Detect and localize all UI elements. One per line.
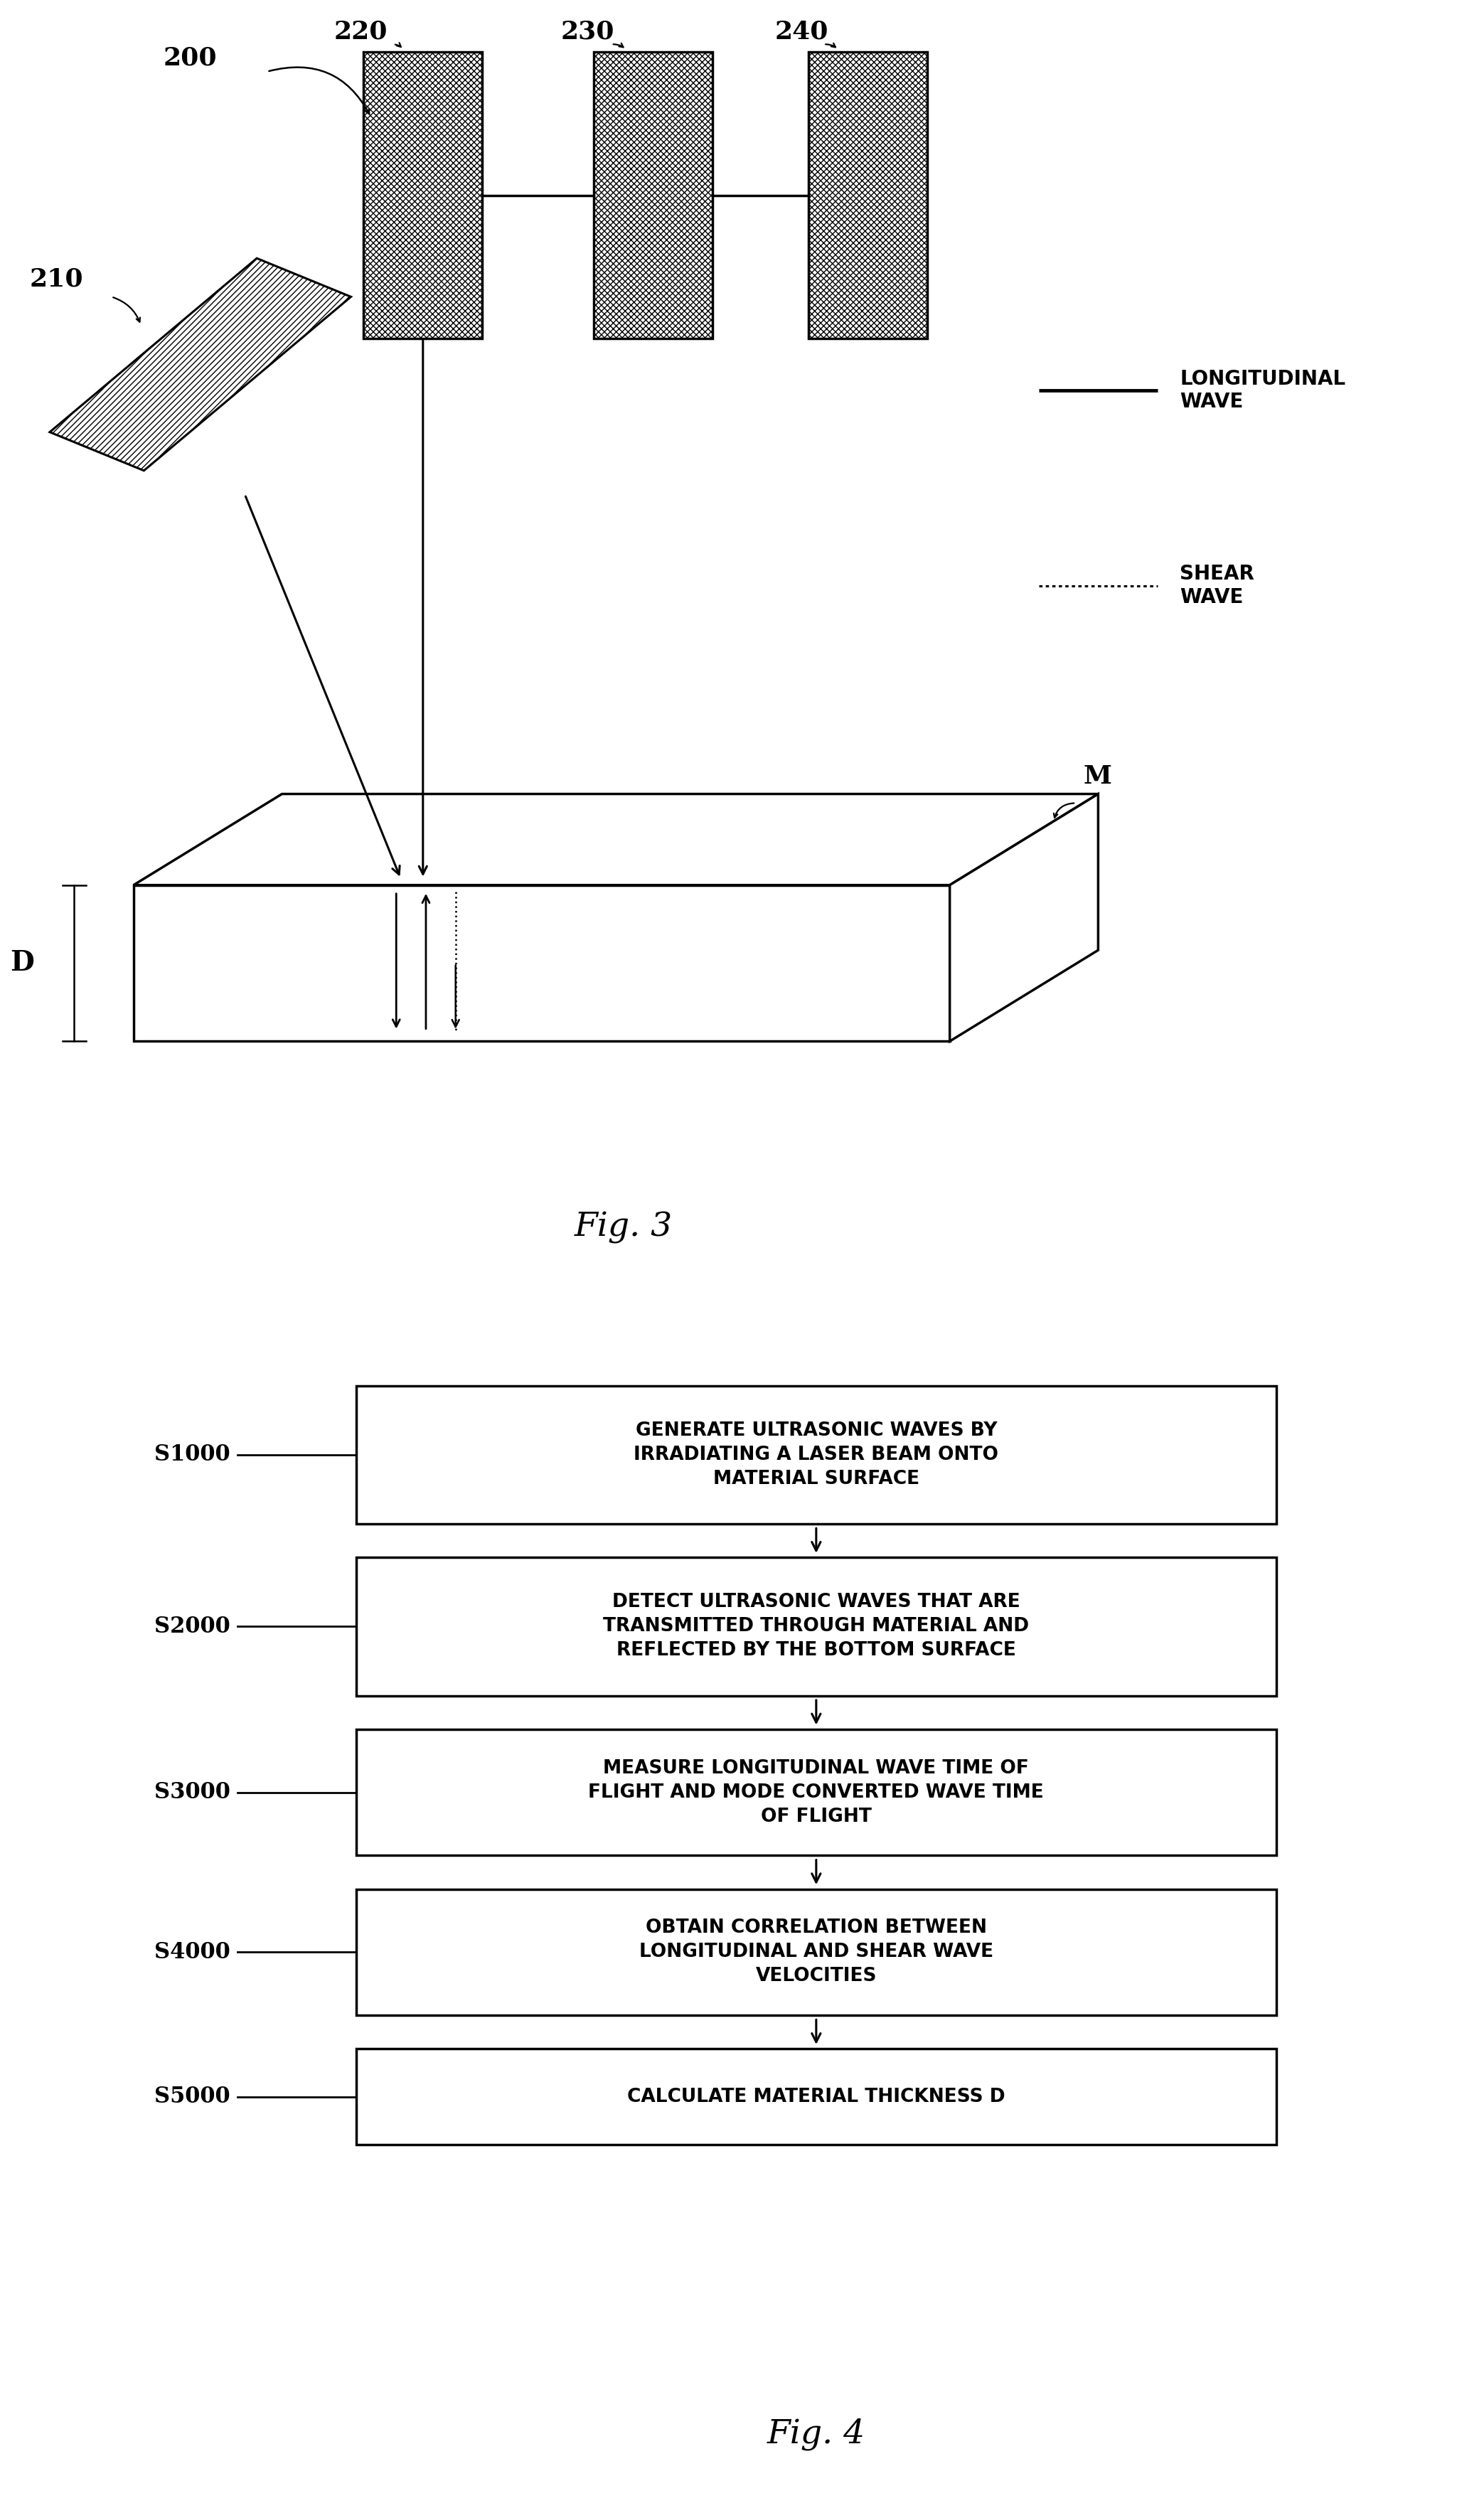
- Text: S5000: S5000: [154, 2085, 230, 2108]
- Text: M: M: [1083, 763, 1112, 788]
- Polygon shape: [134, 793, 1098, 886]
- Text: GENERATE ULTRASONIC WAVES BY
IRRADIATING A LASER BEAM ONTO
MATERIAL SURFACE: GENERATE ULTRASONIC WAVES BY IRRADIATING…: [634, 1422, 999, 1489]
- Text: CALCULATE MATERIAL THICKNESS D: CALCULATE MATERIAL THICKNESS D: [628, 2088, 1005, 2105]
- Polygon shape: [594, 53, 712, 338]
- Text: S4000: S4000: [154, 1942, 230, 1962]
- Text: 210: 210: [30, 268, 83, 290]
- Polygon shape: [950, 793, 1098, 1041]
- Text: LONGITUDINAL
WAVE: LONGITUDINAL WAVE: [1180, 368, 1346, 413]
- Text: Fig. 4: Fig. 4: [767, 2418, 865, 2450]
- Text: S2000: S2000: [154, 1614, 230, 1637]
- Text: 230: 230: [561, 20, 614, 45]
- Text: 240: 240: [775, 20, 828, 45]
- Text: S1000: S1000: [154, 1444, 230, 1467]
- Polygon shape: [364, 53, 482, 338]
- Text: D: D: [10, 949, 34, 976]
- Polygon shape: [809, 53, 928, 338]
- Text: 220: 220: [334, 20, 387, 45]
- Text: DETECT ULTRASONIC WAVES THAT ARE
TRANSMITTED THROUGH MATERIAL AND
REFLECTED BY T: DETECT ULTRASONIC WAVES THAT ARE TRANSMI…: [603, 1592, 1030, 1659]
- Text: S3000: S3000: [154, 1782, 230, 1802]
- Text: OBTAIN CORRELATION BETWEEN
LONGITUDINAL AND SHEAR WAVE
VELOCITIES: OBTAIN CORRELATION BETWEEN LONGITUDINAL …: [640, 1920, 993, 1985]
- Text: Fig. 3: Fig. 3: [574, 1211, 672, 1244]
- Text: 200: 200: [163, 45, 217, 70]
- Text: MEASURE LONGITUDINAL WAVE TIME OF
FLIGHT AND MODE CONVERTED WAVE TIME
OF FLIGHT: MEASURE LONGITUDINAL WAVE TIME OF FLIGHT…: [588, 1760, 1045, 1825]
- Text: SHEAR
WAVE: SHEAR WAVE: [1180, 563, 1254, 608]
- Polygon shape: [50, 258, 350, 471]
